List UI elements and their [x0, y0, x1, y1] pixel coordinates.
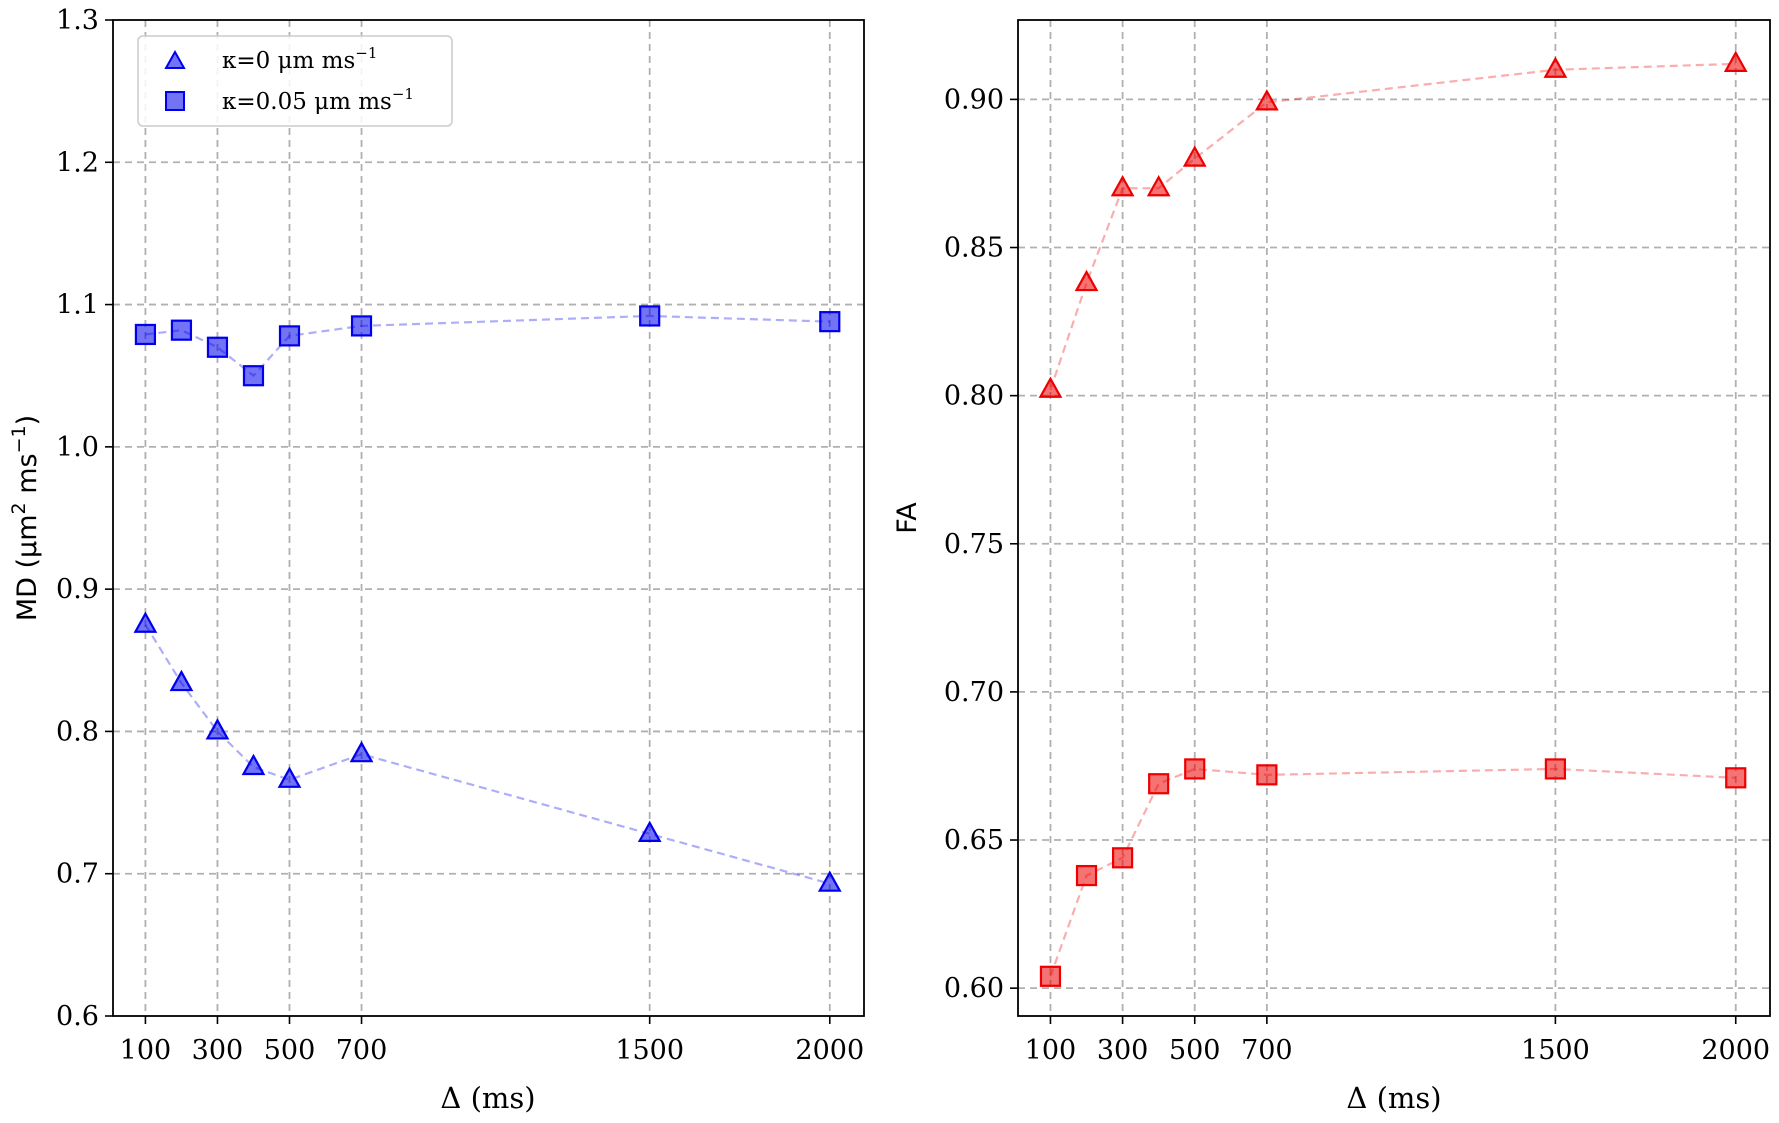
- right-series-line-triangle: [1049, 62, 1736, 391]
- left-y-tick-label: 1.1: [56, 290, 99, 321]
- right-x-tick-label: 2000: [1701, 1035, 1770, 1066]
- left-triangle-point: [169, 669, 194, 692]
- legend-triangle-marker: [164, 49, 186, 69]
- right-triangle-point: [1543, 56, 1568, 78]
- right-x-tick-label: 100: [1025, 1035, 1077, 1066]
- right-square-point: [1148, 773, 1170, 795]
- legend-entry-kappa-005: κ=0.05 μm ms−1: [222, 85, 414, 115]
- left-triangle-point: [277, 766, 302, 788]
- left-x-tick-label: 1500: [615, 1035, 684, 1066]
- right-plot-frame: [1017, 19, 1771, 1017]
- left-square-point: [134, 323, 157, 346]
- left-triangle-point: [637, 820, 662, 842]
- right-y-tick-label: 0.90: [944, 84, 1004, 115]
- legend: κ=0 μm ms−1 κ=0.05 μm ms−1: [137, 35, 453, 127]
- right-triangle-point: [1254, 89, 1279, 111]
- right-x-tick-label: 500: [1169, 1035, 1221, 1066]
- legend-square-marker: [165, 91, 185, 111]
- left-y-tick-label: 0.8: [56, 716, 99, 747]
- left-x-tick-label: 300: [192, 1035, 244, 1066]
- right-square-point: [1725, 767, 1747, 789]
- left-x-tick-label: 500: [264, 1035, 316, 1066]
- left-y-tick-label: 1.0: [56, 432, 99, 463]
- left-grid: [113, 20, 864, 1016]
- right-square-point: [1184, 758, 1206, 780]
- right-y-tick-label: 0.70: [944, 677, 1004, 708]
- right-x-tick-label: 1500: [1521, 1035, 1590, 1066]
- right-y-tick-label: 0.85: [944, 233, 1004, 264]
- left-square-point: [170, 319, 193, 341]
- left-series-markers: [133, 305, 842, 892]
- left-y-tick-label: 0.9: [56, 574, 99, 605]
- right-x-tick-label: 700: [1241, 1035, 1293, 1066]
- left-square-point: [819, 311, 841, 333]
- right-triangle-point: [1723, 50, 1748, 72]
- right-triangle-point: [1038, 376, 1063, 398]
- right-y-axis-label: FA: [892, 502, 923, 534]
- left-panel-md: 100 300 500 700 1500 2000 0.6 0.7 0.8 0.9 1.0 1.1 1.…: [8, 5, 865, 1115]
- right-square-point: [1256, 764, 1278, 786]
- left-square-point: [278, 325, 301, 347]
- left-square-point: [639, 305, 661, 327]
- left-x-axis-label: Δ (ms): [440, 1081, 535, 1115]
- legend-entry-kappa-0: κ=0 μm ms−1: [222, 44, 377, 74]
- right-x-axis-label: Δ (ms): [1346, 1081, 1441, 1115]
- left-triangle-point: [205, 718, 230, 740]
- left-plot-area: [113, 20, 864, 1016]
- right-series-line-square: [1049, 767, 1736, 977]
- right-ticks: 100 300 500 700 1500 2000 0.60 0.65 0.70 0.75 0.80…: [944, 84, 1770, 1066]
- right-square-point: [1039, 965, 1062, 987]
- left-square-point: [350, 315, 373, 337]
- left-ticks: 100 300 500 700 1500 2000 0.6 0.7 0.8 0.9 1.0 1.1 1.…: [56, 5, 864, 1066]
- right-square-point: [1111, 847, 1134, 869]
- right-y-tick-label: 0.65: [944, 825, 1004, 856]
- left-triangle-point: [241, 753, 266, 776]
- right-plot-area: [1018, 20, 1770, 1016]
- left-y-tick-label: 1.3: [56, 5, 99, 36]
- left-triangle-point: [817, 870, 842, 892]
- right-series-markers: [1038, 50, 1748, 987]
- left-plot-frame: [112, 19, 865, 1017]
- right-panel-fa: 100 300 500 700 1500 2000 0.60 0.65 0.70 0.75 0.80…: [892, 19, 1771, 1115]
- left-y-tick-label: 1.2: [56, 147, 99, 178]
- left-triangle-point: [349, 740, 374, 763]
- right-y-tick-label: 0.60: [944, 973, 1004, 1004]
- right-square-point: [1544, 758, 1567, 780]
- left-y-tick-label: 0.7: [56, 859, 99, 890]
- left-y-tick-label: 0.6: [56, 1001, 99, 1032]
- left-square-point: [242, 365, 265, 387]
- right-triangle-point: [1074, 269, 1099, 292]
- legend-box: [137, 35, 453, 127]
- left-x-tick-label: 700: [336, 1035, 388, 1066]
- left-x-tick-label: 2000: [795, 1035, 864, 1066]
- left-x-tick-label: 100: [120, 1035, 172, 1066]
- right-square-point: [1075, 864, 1098, 887]
- left-y-axis-label: MD (μm2 ms−1): [8, 415, 43, 621]
- right-grid: [1018, 20, 1770, 1016]
- left-square-point: [206, 336, 229, 358]
- right-triangle-point: [1182, 145, 1207, 167]
- right-y-tick-label: 0.80: [944, 381, 1004, 412]
- left-triangle-point: [133, 611, 158, 633]
- right-triangle-point: [1110, 175, 1135, 197]
- right-series-lines: [1049, 62, 1736, 977]
- right-triangle-point: [1146, 175, 1171, 197]
- right-x-tick-label: 300: [1097, 1035, 1149, 1066]
- right-y-tick-label: 0.75: [944, 529, 1004, 560]
